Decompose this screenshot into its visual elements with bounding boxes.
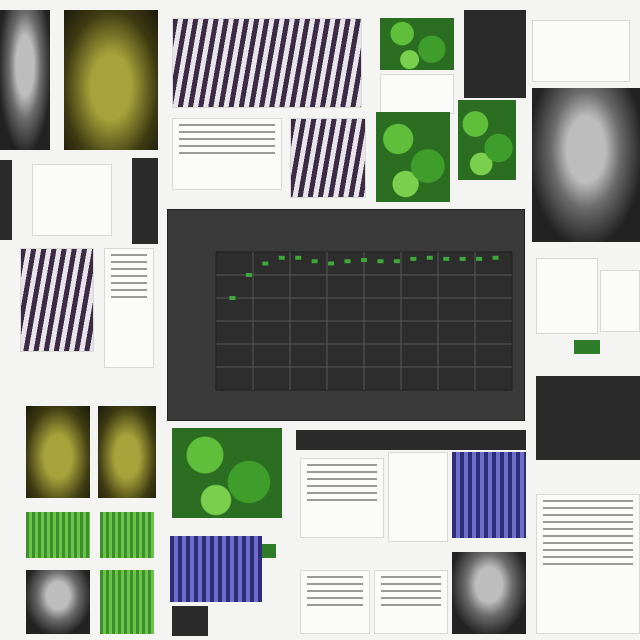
grass-thumbnail-a [26, 512, 90, 558]
green-badge-thumbnail [574, 340, 600, 354]
data-point [443, 256, 450, 261]
line-chart-thumbnail [32, 164, 112, 236]
fern-thumbnail [452, 552, 526, 634]
table-thumbnail-b [300, 570, 370, 634]
document-thumbnail [380, 74, 454, 114]
banner-thumbnail [296, 430, 526, 450]
foliage-thumbnail [380, 18, 454, 70]
text-thumbnail-b [374, 570, 448, 634]
data-point [311, 259, 318, 264]
plant-thumbnail [64, 10, 158, 150]
illustration-thumbnail [172, 18, 362, 108]
stacked-thumbnail [600, 270, 640, 332]
green-chip-thumbnail [262, 544, 276, 558]
text-thumbnail [172, 118, 282, 190]
tube-thumbnail-b [98, 406, 156, 498]
chart-plot [215, 251, 513, 391]
data-point [278, 255, 285, 260]
root-thumbnail [20, 248, 94, 352]
leaves-thumbnail [376, 112, 450, 202]
data-point [393, 259, 400, 264]
table-thumbnail [104, 248, 154, 368]
stalks-thumbnail [458, 100, 516, 180]
data-point [344, 259, 351, 264]
data-point [295, 255, 302, 260]
dark-thumbnail [464, 10, 526, 98]
data-point [410, 256, 417, 261]
scan-thumbnail [0, 10, 50, 150]
data-grid-thumbnail [536, 376, 640, 460]
data-point [377, 259, 384, 264]
black-chip-thumbnail [172, 606, 208, 636]
side-thumbnail [0, 160, 12, 240]
data-point [361, 258, 367, 263]
grass-thumbnail-b [100, 512, 154, 558]
data-point [245, 273, 252, 277]
schematic-thumbnail [388, 452, 448, 542]
anatomy-thumbnail [532, 88, 640, 242]
center-chart [167, 209, 525, 421]
data-point [229, 296, 236, 300]
bars-thumbnail [536, 258, 598, 334]
data-point [459, 256, 466, 261]
data-point [492, 255, 499, 260]
notes-thumbnail [300, 458, 384, 538]
tube-thumbnail-a [26, 406, 90, 498]
legend-thumbnail [132, 158, 158, 244]
forest-thumbnail [172, 428, 282, 518]
cylinder-thumbnail [26, 570, 90, 634]
bar-chart-thumbnail [532, 20, 630, 82]
grass-thumbnail-c [100, 570, 154, 634]
specimen-thumbnail [170, 536, 262, 602]
report-thumbnail [536, 494, 640, 634]
data-point [262, 261, 269, 266]
sketch-thumbnail [290, 118, 366, 198]
data-point [328, 261, 335, 266]
data-point [426, 255, 433, 260]
spectrum-thumbnail [452, 452, 526, 538]
data-point [476, 256, 483, 261]
